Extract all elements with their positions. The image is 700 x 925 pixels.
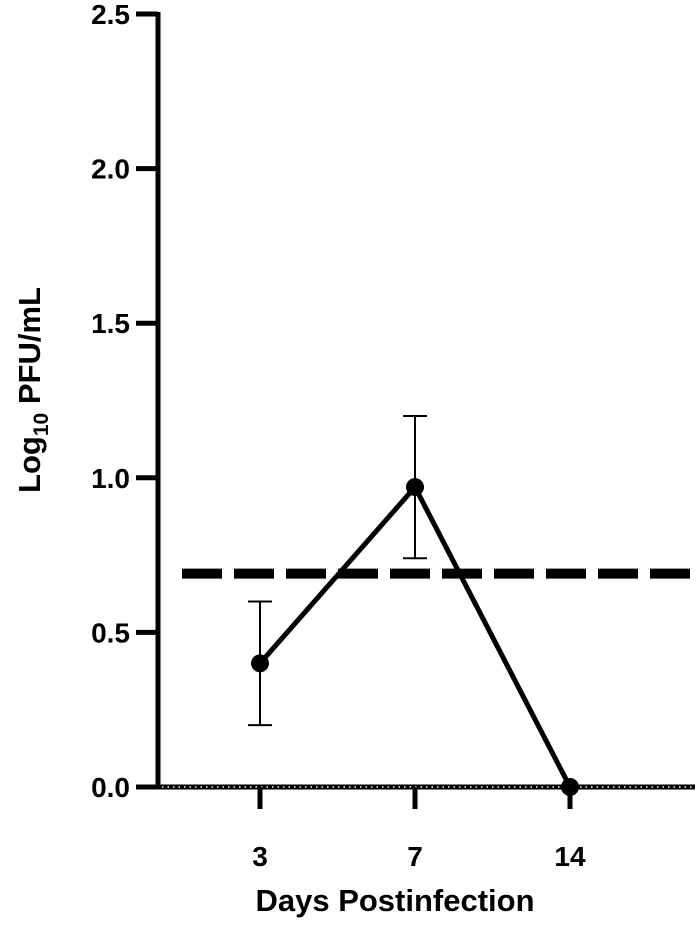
y-tick-label: 2.5	[91, 0, 130, 30]
x-tick-label: 7	[407, 841, 423, 872]
y-tick-label: 1.0	[91, 463, 130, 494]
data-point	[406, 478, 424, 497]
x-tick-label: 3	[252, 841, 268, 872]
y-tick-label: 0.0	[91, 772, 130, 803]
y-axis-title-suffix: PFU/mL	[12, 287, 47, 413]
plot-area: 0.0 0.5 1.0 1.5 2.0 2.5 3 7 14	[91, 0, 695, 872]
x-axis-title: Days Postinfection	[255, 883, 534, 918]
y-axis-title-prefix: Log	[12, 436, 47, 493]
data-point	[251, 654, 269, 673]
data-point	[561, 778, 579, 796]
x-tick-label: 14	[554, 841, 586, 872]
y-axis-title: Log10 PFU/mL	[12, 287, 53, 493]
y-tick-label: 0.5	[91, 617, 130, 648]
y-tick-label: 1.5	[91, 308, 130, 339]
y-tick-label: 2.0	[91, 154, 130, 185]
y-axis-title-subscript: 10	[30, 413, 53, 436]
